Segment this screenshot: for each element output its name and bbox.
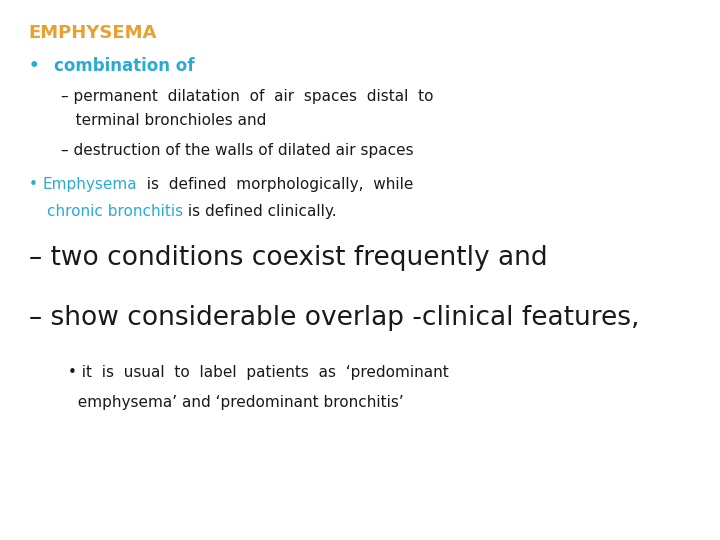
Text: is  defined  morphologically,  while: is defined morphologically, while: [138, 177, 413, 192]
Text: • it  is  usual  to  label  patients  as  ‘predominant: • it is usual to label patients as ‘pred…: [68, 364, 449, 380]
Text: chronic bronchitis: chronic bronchitis: [47, 204, 183, 219]
Text: – two conditions coexist frequently and: – two conditions coexist frequently and: [29, 245, 547, 271]
Text: emphysema’ and ‘predominant bronchitis’: emphysema’ and ‘predominant bronchitis’: [68, 395, 404, 410]
Text: Emphysema: Emphysema: [42, 177, 138, 192]
Text: – show considerable overlap -clinical features,: – show considerable overlap -clinical fe…: [29, 305, 639, 331]
Text: is defined clinically.: is defined clinically.: [183, 204, 336, 219]
Text: terminal bronchioles and: terminal bronchioles and: [61, 113, 266, 129]
Text: – destruction of the walls of dilated air spaces: – destruction of the walls of dilated ai…: [61, 143, 414, 158]
Text: •: •: [29, 177, 42, 192]
Text: – permanent  dilatation  of  air  spaces  distal  to: – permanent dilatation of air spaces dis…: [61, 89, 433, 104]
Text: EMPHYSEMA: EMPHYSEMA: [29, 24, 157, 42]
Text: combination of: combination of: [54, 57, 194, 75]
Text: •: •: [29, 57, 40, 75]
